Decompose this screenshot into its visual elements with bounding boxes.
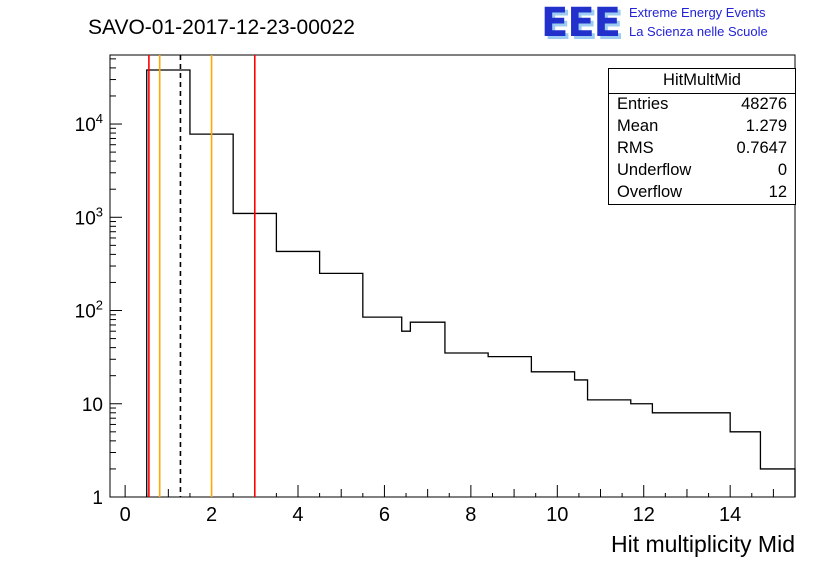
stats-box: HitMultMid Entries 48276 Mean 1.279 RMS … [608,68,796,205]
stats-value: 0 [777,161,787,179]
eee-logo-captions: Extreme Energy Events La Scienza nelle S… [629,4,768,42]
eee-logo-text: EEE [541,0,621,46]
plot-frame [109,54,796,498]
stats-value: 48276 [741,95,787,113]
stats-label: Mean [617,117,659,135]
x-axis-label: Hit multiplicity Mid [610,531,795,557]
y-tick-label: 104 [75,111,103,136]
plot-title: SAVO-01-2017-12-23-00022 [88,16,355,39]
y-tick-label: 1 [92,488,103,509]
stats-label: Underflow [617,161,692,179]
x-tick-label: 12 [633,504,655,526]
stats-row-rms: RMS 0.7647 [609,138,795,160]
stats-label: Overflow [617,183,683,201]
stats-value: 0.7647 [736,139,787,157]
y-tick-label: 103 [75,204,103,229]
logo-caption-line1: Extreme Energy Events [628,5,766,21]
logo-caption-line2: La Scienza nelle Scuole [628,24,768,39]
stats-row-mean: Mean 1.279 [609,116,795,138]
x-tick-label: 4 [292,504,303,526]
stats-box-title: HitMultMid [609,69,795,94]
x-tick-label: 6 [379,504,390,526]
stats-row-underflow: Underflow 0 [609,160,795,182]
x-tick-label: 8 [465,504,476,526]
stats-label: RMS [617,139,654,157]
stats-label: Entries [617,95,669,113]
histogram-step-line [146,69,796,497]
x-tick-label: 2 [206,504,217,526]
x-tick-label: 14 [719,504,741,526]
stats-row-overflow: Overflow 12 [609,182,795,204]
eee-logo: EEE Extreme Energy Events La Scienza nel… [541,0,768,46]
y-tick-label: 102 [75,298,103,323]
x-tick-label: 10 [546,504,568,526]
stats-row-entries: Entries 48276 [609,94,795,116]
stats-value: 12 [768,183,787,201]
y-tick-label: 10 [82,395,103,416]
stats-value: 1.279 [745,117,787,135]
x-tick-label: 0 [120,504,131,526]
